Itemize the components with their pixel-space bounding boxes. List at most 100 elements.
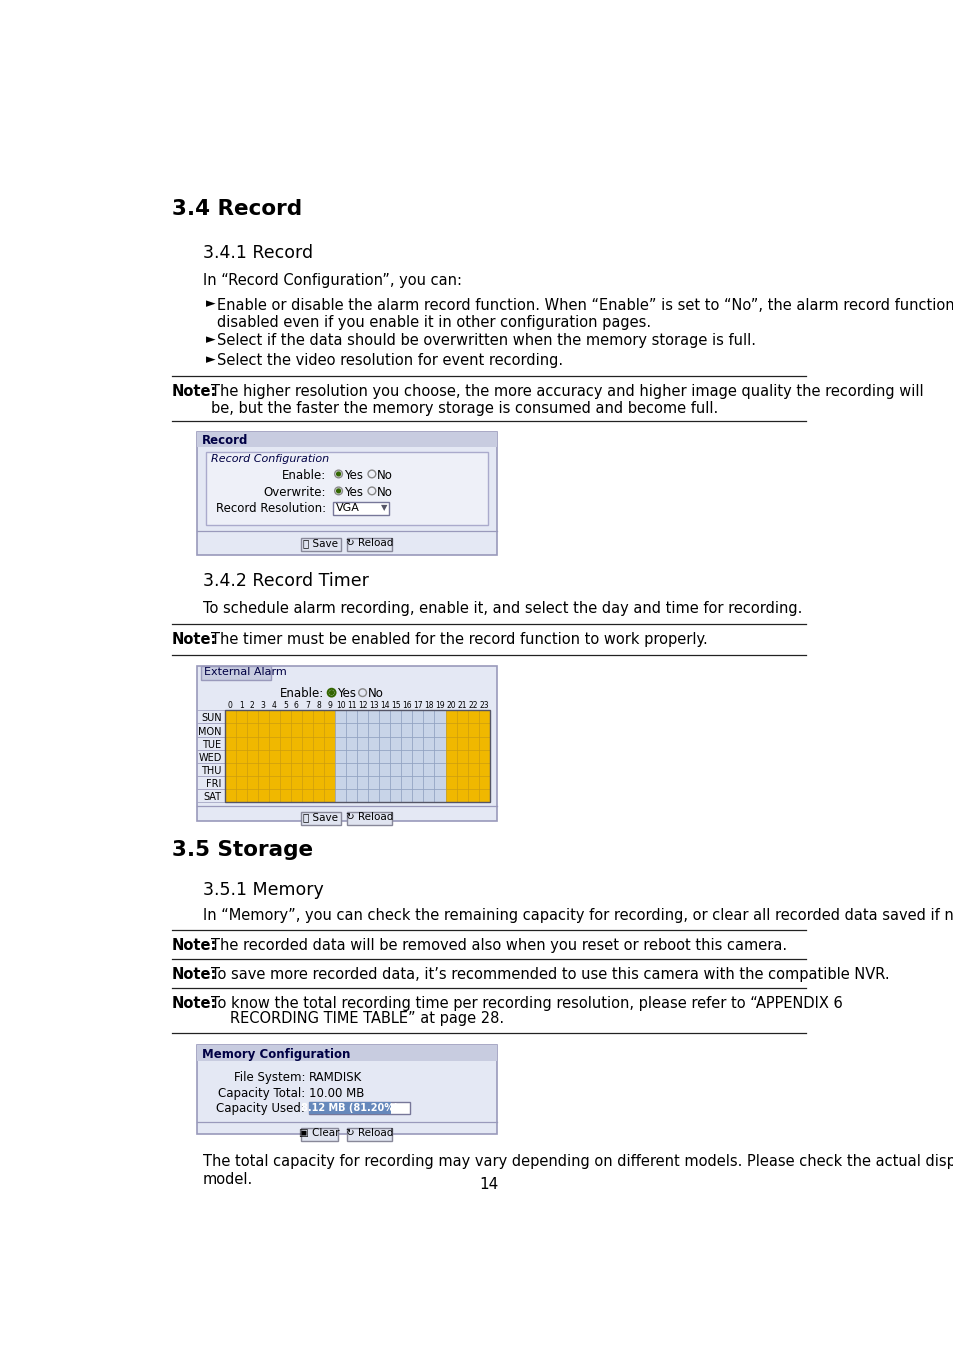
Bar: [235, 789, 247, 802]
Text: In “Memory”, you can check the remaining capacity for recording, or clear all re: In “Memory”, you can check the remaining…: [203, 908, 953, 923]
Bar: [279, 775, 291, 789]
Bar: [235, 736, 247, 750]
Bar: [368, 736, 379, 750]
Bar: [269, 763, 279, 775]
Bar: [390, 775, 401, 789]
Bar: [196, 431, 497, 447]
Text: File System:: File System:: [233, 1071, 305, 1085]
Bar: [309, 1102, 391, 1113]
Text: 3.4.1 Record: 3.4.1 Record: [203, 243, 313, 262]
Bar: [324, 763, 335, 775]
Bar: [401, 723, 412, 736]
Text: External Alarm: External Alarm: [204, 667, 287, 677]
Text: Note:: Note:: [172, 384, 217, 399]
Bar: [300, 538, 340, 551]
Bar: [379, 750, 390, 763]
Text: The total capacity for recording may vary depending on different models. Please : The total capacity for recording may var…: [203, 1154, 953, 1169]
Bar: [478, 789, 489, 802]
Text: 14: 14: [478, 1177, 498, 1192]
Text: WED: WED: [198, 753, 221, 763]
Text: ▼: ▼: [381, 503, 387, 512]
Bar: [333, 503, 389, 515]
Bar: [247, 775, 257, 789]
Text: 9: 9: [327, 701, 332, 711]
Text: 4: 4: [272, 701, 276, 711]
Text: 19: 19: [435, 701, 444, 711]
Bar: [423, 763, 434, 775]
Bar: [390, 736, 401, 750]
Text: 5: 5: [283, 701, 288, 711]
Bar: [279, 736, 291, 750]
Bar: [224, 750, 235, 763]
Text: Note:: Note:: [172, 938, 217, 952]
Bar: [269, 711, 279, 723]
Bar: [224, 763, 235, 775]
Bar: [247, 750, 257, 763]
Text: RAMDISK: RAMDISK: [309, 1071, 362, 1085]
Bar: [401, 789, 412, 802]
Bar: [224, 711, 489, 802]
Bar: [291, 750, 302, 763]
Bar: [247, 789, 257, 802]
Bar: [423, 736, 434, 750]
Bar: [302, 763, 313, 775]
Bar: [235, 711, 247, 723]
Bar: [368, 750, 379, 763]
Text: Enable:: Enable:: [279, 688, 323, 700]
Text: 17: 17: [413, 701, 422, 711]
Text: ↻ Reload: ↻ Reload: [346, 1128, 393, 1138]
Text: 3.4.2 Record Timer: 3.4.2 Record Timer: [203, 571, 369, 590]
Bar: [368, 775, 379, 789]
Bar: [445, 711, 456, 723]
Bar: [224, 775, 235, 789]
Bar: [356, 711, 368, 723]
Text: No: No: [368, 688, 383, 700]
Bar: [456, 736, 467, 750]
Bar: [196, 736, 224, 750]
Bar: [368, 763, 379, 775]
Bar: [445, 775, 456, 789]
Text: Note:: Note:: [172, 967, 217, 982]
Bar: [196, 666, 497, 821]
Circle shape: [330, 690, 334, 694]
Bar: [456, 750, 467, 763]
Bar: [302, 775, 313, 789]
Bar: [347, 812, 392, 825]
Text: SUN: SUN: [201, 713, 221, 723]
Bar: [423, 775, 434, 789]
Bar: [247, 723, 257, 736]
Text: To know the total recording time per recording resolution, please refer to “APPE: To know the total recording time per rec…: [211, 996, 841, 1011]
Bar: [346, 750, 356, 763]
Bar: [445, 750, 456, 763]
Text: ►: ►: [206, 297, 215, 311]
Bar: [379, 723, 390, 736]
Bar: [346, 789, 356, 802]
Text: Enable or disable the alarm record function. When “Enable” is set to “No”, the a: Enable or disable the alarm record funct…: [216, 297, 953, 330]
Bar: [291, 775, 302, 789]
Bar: [412, 775, 423, 789]
Bar: [356, 789, 368, 802]
Text: The timer must be enabled for the record function to work properly.: The timer must be enabled for the record…: [211, 632, 707, 647]
Text: 6: 6: [294, 701, 298, 711]
Bar: [224, 723, 235, 736]
Bar: [302, 723, 313, 736]
Circle shape: [336, 471, 340, 476]
Bar: [467, 736, 478, 750]
Bar: [478, 711, 489, 723]
Bar: [412, 736, 423, 750]
Bar: [445, 789, 456, 802]
Text: The higher resolution you choose, the more accuracy and higher image quality the: The higher resolution you choose, the mo…: [211, 384, 923, 416]
Bar: [423, 723, 434, 736]
Bar: [423, 750, 434, 763]
Bar: [390, 750, 401, 763]
Bar: [279, 723, 291, 736]
Bar: [401, 750, 412, 763]
Bar: [313, 711, 324, 723]
Bar: [291, 723, 302, 736]
Bar: [291, 736, 302, 750]
Bar: [257, 723, 269, 736]
Bar: [196, 1046, 497, 1061]
Bar: [478, 775, 489, 789]
Bar: [379, 775, 390, 789]
Text: Note:: Note:: [172, 632, 217, 647]
